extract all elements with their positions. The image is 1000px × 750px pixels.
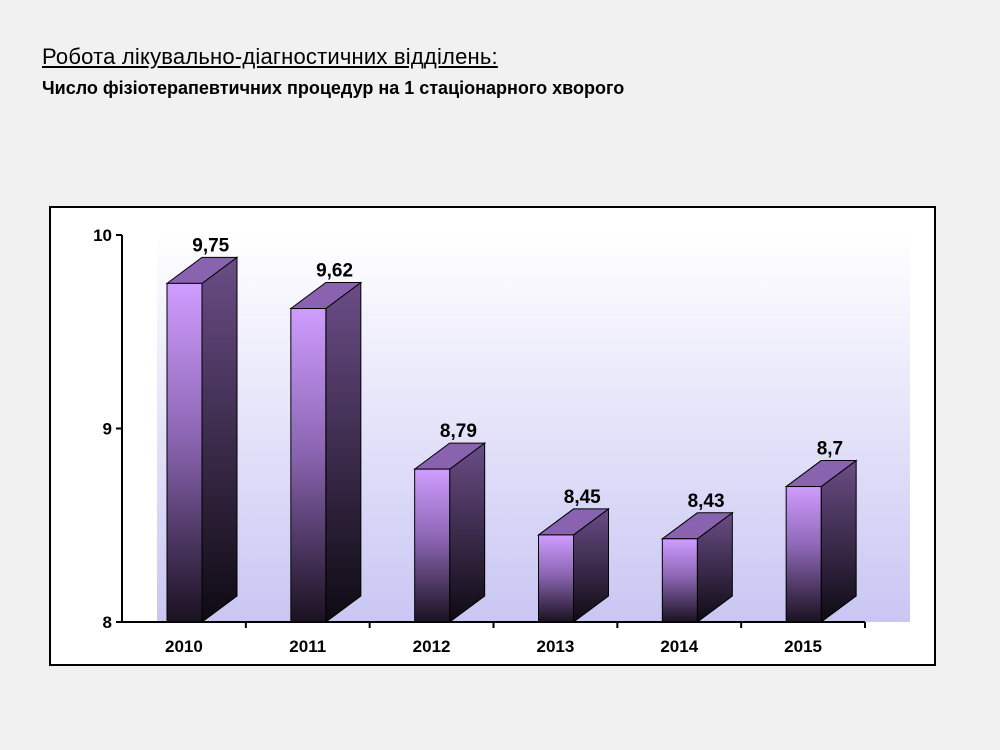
bar-chart: 8 9 10 9,75 2010 9,62 2011 8,79 2012 8,45 2013 8,43… — [93, 226, 910, 656]
bar-front — [538, 534, 574, 623]
slide-subtitle: Число фізіотерапевтичних процедур на 1 с… — [42, 78, 625, 98]
chart-frame: 8 9 10 9,75 2010 9,62 2011 8,79 2012 8,45 2013 8,43… — [49, 206, 936, 666]
bar-side — [820, 459, 857, 623]
bar — [536, 507, 611, 623]
bar-front — [290, 308, 327, 623]
x-tick-label: 2011 — [289, 637, 326, 656]
x-tick-label: 2014 — [660, 637, 698, 656]
value-label: 9,62 — [316, 261, 353, 282]
x-tick-label: 2012 — [413, 637, 451, 656]
value-label: 8,45 — [564, 487, 601, 508]
plot-area — [157, 235, 910, 622]
bar — [289, 281, 363, 623]
bar-side — [449, 442, 486, 623]
bar-front — [785, 486, 822, 623]
value-label: 8,79 — [440, 421, 477, 442]
value-label: 9,75 — [192, 235, 229, 256]
x-tick-label: 2010 — [165, 637, 203, 656]
bar — [660, 511, 734, 623]
bar-front — [166, 282, 203, 623]
bar-front — [414, 468, 451, 623]
value-label: 8,7 — [817, 439, 843, 460]
bar-front — [661, 538, 698, 623]
value-label: 8,43 — [688, 491, 725, 512]
bar — [784, 459, 858, 623]
x-tick-label: 2015 — [784, 637, 822, 656]
bar — [413, 442, 487, 623]
bar — [165, 256, 239, 623]
y-tick-label: 8 — [103, 613, 112, 632]
slide-title: Робота лікувально-діагностичних відділен… — [42, 44, 498, 69]
bar-side — [325, 281, 362, 623]
y-tick-label: 10 — [93, 226, 112, 245]
bar-side — [201, 256, 238, 623]
x-tick-label: 2013 — [537, 637, 575, 656]
y-tick-label: 9 — [103, 420, 112, 439]
